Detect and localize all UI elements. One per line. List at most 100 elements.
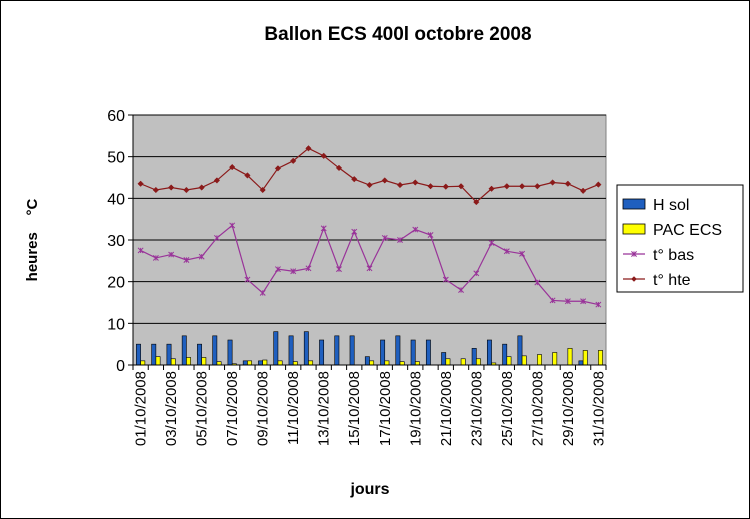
point-marker bbox=[442, 276, 449, 283]
bar-pac-ecs bbox=[506, 356, 512, 366]
x-tick-label: 01/10/2008 bbox=[133, 371, 150, 446]
bar-pac-ecs bbox=[369, 360, 375, 366]
point-marker bbox=[381, 177, 388, 184]
bar-h-sol bbox=[227, 339, 233, 366]
x-tick-label: 29/10/2008 bbox=[560, 371, 577, 446]
point-marker bbox=[397, 237, 403, 243]
point-marker bbox=[274, 165, 282, 172]
bar-h-sol bbox=[258, 360, 263, 366]
point-marker bbox=[305, 145, 312, 152]
y-tick-label: 40 bbox=[107, 191, 125, 208]
bar-pac-ecs bbox=[552, 352, 558, 366]
axes bbox=[128, 114, 607, 370]
bar-h-sol bbox=[273, 331, 279, 366]
y-tick-label: 20 bbox=[107, 275, 125, 292]
bar-pac-ecs bbox=[247, 360, 253, 366]
point-marker bbox=[335, 164, 343, 172]
legend-swatch bbox=[622, 223, 646, 235]
point-marker bbox=[381, 234, 388, 241]
point-marker bbox=[595, 301, 602, 308]
point-marker bbox=[473, 198, 480, 206]
chart-title: Ballon ECS 400l octobre 2008 bbox=[264, 24, 531, 45]
point-marker bbox=[274, 266, 281, 273]
y-tick-labels: 0 10 20 30 40 50 60 bbox=[107, 108, 125, 375]
point-marker bbox=[320, 225, 327, 232]
legend: H sol PAC ECS t° bas t° hte bbox=[616, 184, 744, 293]
point-marker bbox=[168, 251, 175, 258]
point-marker bbox=[503, 248, 510, 255]
y-axis-label: heures °C bbox=[24, 198, 41, 281]
bar-h-sol bbox=[380, 339, 386, 366]
x-tick-label: 13/10/2008 bbox=[316, 371, 333, 446]
bar-h-sol bbox=[166, 343, 172, 366]
bar-h-sol bbox=[288, 335, 294, 366]
legend-label: t° bas bbox=[653, 247, 694, 264]
bar-h-sol bbox=[410, 339, 416, 366]
bar-pac-ecs bbox=[582, 350, 588, 366]
point-marker bbox=[412, 226, 419, 233]
bar-pac-ecs bbox=[598, 350, 603, 366]
bar-h-sol bbox=[364, 356, 370, 366]
point-marker bbox=[366, 181, 373, 189]
y-tick-label: 30 bbox=[107, 233, 125, 250]
y-tick-label: 50 bbox=[107, 150, 125, 167]
y-tick-label: 60 bbox=[107, 108, 125, 125]
bar-pac-ecs bbox=[186, 357, 191, 366]
x-tick-label: 15/10/2008 bbox=[346, 371, 363, 446]
bar-h-sol bbox=[212, 335, 218, 366]
y-tick-label: 0 bbox=[116, 358, 125, 375]
bar-pac-ecs bbox=[384, 360, 390, 366]
bar-h-sol bbox=[197, 343, 202, 366]
point-marker bbox=[351, 176, 358, 183]
bar-pac-ecs bbox=[567, 348, 573, 366]
point-marker bbox=[427, 232, 434, 238]
point-marker bbox=[137, 180, 144, 187]
x-tick-label: 23/10/2008 bbox=[468, 371, 485, 446]
bar-pac-ecs bbox=[201, 357, 207, 366]
bar-pac-ecs bbox=[521, 355, 527, 366]
bar-pac-ecs bbox=[460, 358, 466, 366]
point-marker bbox=[198, 184, 205, 191]
point-marker bbox=[351, 228, 358, 235]
x-tick-labels: 01/10/2008 03/10/2008 05/10/2008 07/10/2008… bbox=[133, 371, 608, 446]
point-marker bbox=[427, 183, 434, 190]
x-tick-label: 21/10/2008 bbox=[438, 371, 455, 446]
bar-h-sol bbox=[578, 360, 584, 366]
bar-h-sol bbox=[425, 339, 431, 366]
point-marker bbox=[244, 276, 251, 283]
point-marker bbox=[534, 183, 541, 190]
point-marker bbox=[366, 265, 373, 272]
point-marker bbox=[259, 186, 266, 194]
bar-h-sol bbox=[319, 339, 325, 366]
legend-marker bbox=[631, 276, 637, 282]
bar-pac-ecs bbox=[476, 358, 481, 366]
bar-pac-ecs bbox=[277, 360, 283, 366]
point-marker bbox=[290, 157, 297, 164]
legend-label: PAC ECS bbox=[653, 222, 722, 239]
point-marker bbox=[198, 253, 205, 260]
point-marker bbox=[213, 177, 221, 184]
point-marker bbox=[549, 179, 556, 186]
x-tick-label: 09/10/2008 bbox=[255, 371, 272, 446]
bar-h-sol bbox=[471, 348, 477, 366]
bar-h-sol bbox=[242, 360, 248, 366]
point-marker bbox=[564, 298, 571, 305]
bar-pac-ecs bbox=[262, 359, 268, 366]
bar-h-sol bbox=[334, 335, 340, 366]
bar-h-sol bbox=[303, 331, 309, 366]
bar-h-sol bbox=[502, 343, 508, 366]
x-tick-label: 19/10/2008 bbox=[407, 371, 424, 446]
x-tick-label: 27/10/2008 bbox=[529, 371, 546, 446]
legend-swatch bbox=[622, 198, 646, 210]
bar-h-sol bbox=[441, 352, 447, 366]
bar-h-sol bbox=[517, 335, 523, 366]
bar-h-sol bbox=[136, 343, 141, 366]
point-marker bbox=[229, 163, 236, 171]
bar-pac-ecs bbox=[308, 360, 314, 366]
point-marker bbox=[152, 254, 159, 261]
point-marker bbox=[213, 234, 220, 241]
x-tick-label: 17/10/2008 bbox=[377, 371, 394, 446]
point-marker bbox=[473, 270, 480, 277]
bar-h-sol bbox=[395, 335, 401, 366]
